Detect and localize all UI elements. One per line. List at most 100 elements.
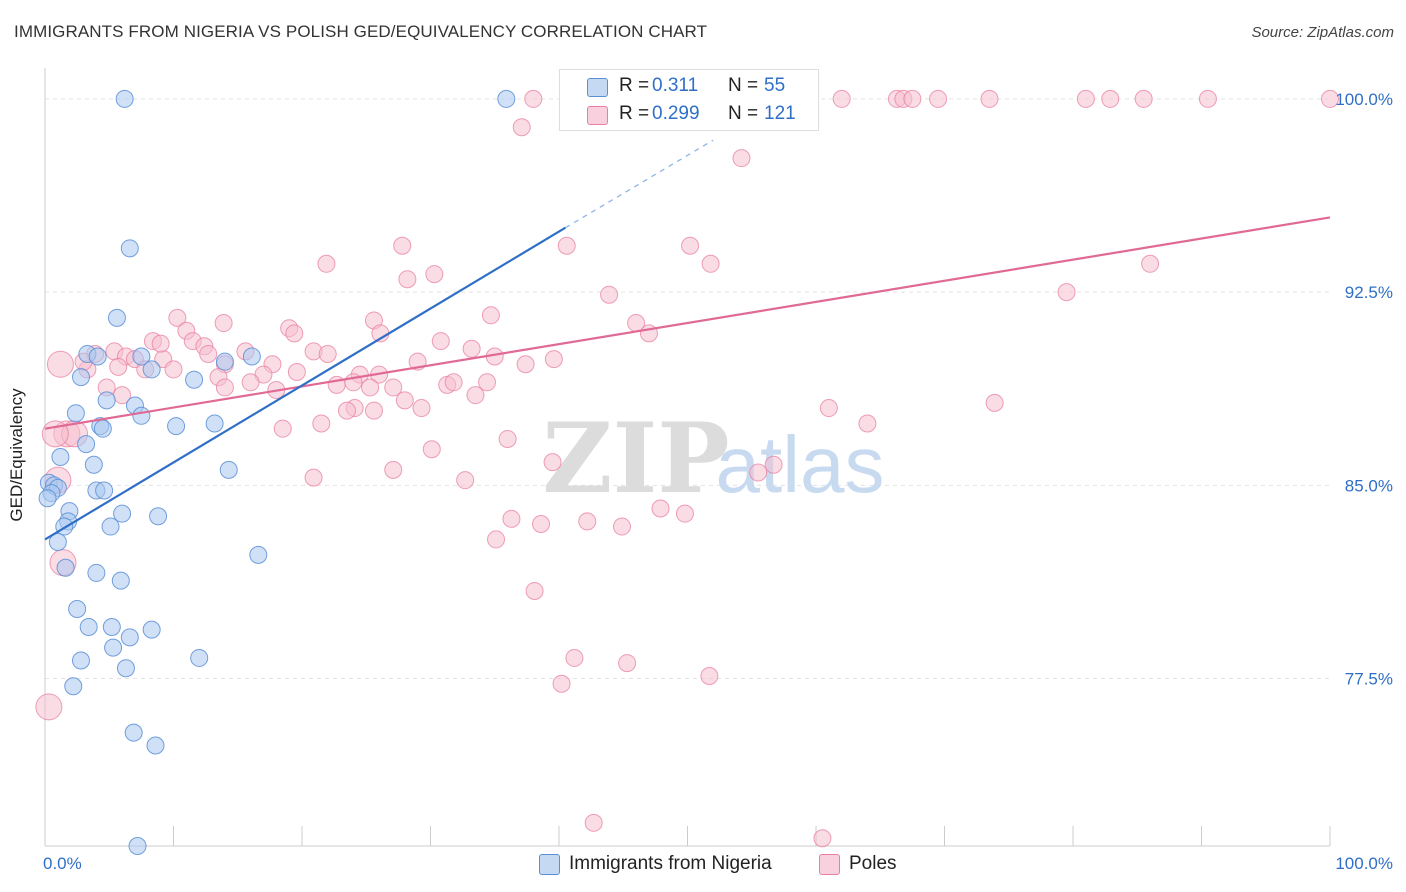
nigeria-point [242,347,261,366]
nigeria-point [116,659,135,678]
poles-point [384,378,403,397]
poles-point [557,236,576,255]
nigeria-point [64,677,83,696]
poles-point [466,386,485,405]
poles-point [524,89,543,108]
x-tick-label: 100.0% [1335,854,1393,873]
poles-point [215,378,234,397]
nigeria-point [219,460,238,479]
nigeria-point [111,571,130,590]
poles-point [444,373,463,392]
nigeria-point [190,648,209,667]
legend-row-poles: R = 0.299 N = 121 [560,100,818,128]
nigeria-point [120,628,139,647]
nigeria-point [497,89,516,108]
watermark-atlas: atlas [716,420,885,509]
chart-title: IMMIGRANTS FROM NIGERIA VS POLISH GED/EQ… [14,22,708,41]
nigeria-point [205,414,224,433]
y-tick-label: 92.5% [1345,283,1393,302]
poles-point [985,393,1004,412]
nigeria-point [56,558,75,577]
poles-point [1101,89,1120,108]
nigeria-point [149,507,168,526]
legend-row-nigeria: R = 0.311 N = 55 [560,72,818,100]
poles-point [361,378,380,397]
nigeria-point [120,239,139,258]
poles-point [214,314,233,333]
poles-point [35,693,63,721]
nigeria-point [102,618,121,637]
poles-point [819,399,838,418]
legend-r-label: R = [619,75,650,96]
poles-point [318,344,337,363]
poles-point [478,373,497,392]
poles-point [199,344,218,363]
poles-point [584,813,603,832]
y-tick-label: 85.0% [1345,476,1393,495]
poles-point [398,270,417,289]
poles-points [35,89,1339,848]
poles-point [749,463,768,482]
poles-point [565,648,584,667]
nigeria-point [115,89,134,108]
poles-point [600,285,619,304]
poles-point [544,350,563,369]
poles-point [273,419,292,438]
poles-point [1321,89,1339,108]
poles-point [525,581,544,600]
legend-label-poles: Poles [849,853,897,874]
legend-swatch-poles [587,106,608,125]
poles-point [317,254,336,273]
poles-point [980,89,999,108]
nigeria-trend-line [44,226,566,541]
poles-point [516,355,535,374]
nigeria-point [124,723,143,742]
legend-n-value: 55 [764,75,786,96]
poles-point [502,509,521,528]
nigeria-point [84,455,103,474]
nigeria-point [107,308,126,327]
nigeria-point [79,618,98,637]
nigeria-point [38,489,57,508]
nigeria-point [101,517,120,536]
poles-point [903,89,922,108]
y-tick-label: 77.5% [1345,670,1393,689]
poles-point [456,471,475,490]
poles-point [1134,89,1153,108]
poles-point [285,324,304,343]
poles-point [46,350,74,378]
poles-point [481,306,500,325]
nigeria-point [97,391,116,410]
legend-swatch-nigeria [539,854,560,875]
poles-point [618,654,637,673]
poles-point [578,512,597,531]
poles-point [168,308,187,327]
poles-point [512,118,531,137]
nigeria-trend-extension [565,139,714,229]
poles-point [1198,89,1217,108]
nigeria-point [132,406,151,425]
poles-point [487,530,506,549]
nigeria-point [104,638,123,657]
nigeria-point [146,736,165,755]
nigeria-point [51,448,70,466]
grid-lines [45,98,1330,680]
poles-point [543,453,562,472]
y-tick-label: 100.0% [1335,90,1393,109]
poles-point [337,401,356,420]
poles-point [393,236,412,255]
poles-point [700,666,719,685]
poles-point [312,414,331,433]
legend-n-label: N = [728,75,759,96]
nigeria-point [113,504,132,523]
trend-lines [44,139,1331,541]
nigeria-point [167,417,186,436]
nigeria-point [128,837,147,855]
poles-point [612,517,631,536]
nigeria-point [142,360,161,379]
poles-point [304,468,323,487]
series-legend: Immigrants from Nigeria Poles [0,852,1406,880]
nigeria-point [88,347,107,366]
poles-point [164,360,183,379]
